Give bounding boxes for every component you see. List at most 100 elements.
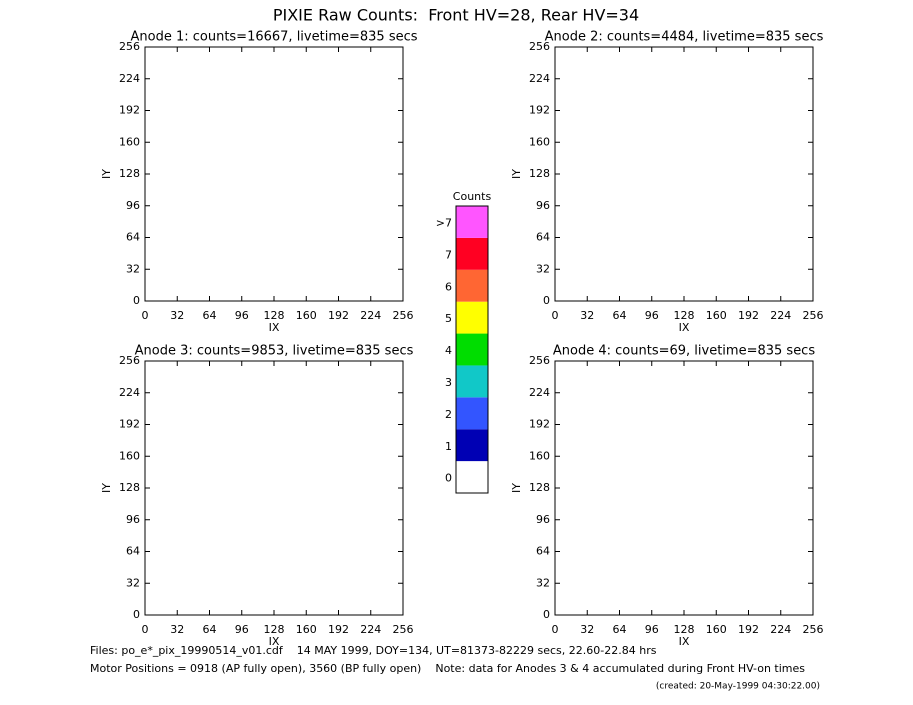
footer-motor: Motor Positions = 0918 (AP fully open), …	[90, 662, 805, 675]
x-tick-label: 160	[296, 623, 317, 636]
y-tick-label: 64	[536, 545, 550, 558]
x-tick-label: 224	[360, 309, 381, 322]
colorbar-label: 0	[445, 472, 452, 485]
y-tick-label: 160	[119, 135, 140, 148]
y-tick-label: 128	[119, 481, 140, 494]
x-axis-label: IX	[269, 635, 280, 648]
x-tick-label: 64	[203, 309, 217, 322]
panel-title: Anode 2: counts=4484, livetime=835 secs	[545, 30, 824, 45]
y-tick-label: 32	[536, 262, 550, 275]
x-tick-label: 0	[142, 623, 149, 636]
y-tick-label: 128	[119, 167, 140, 180]
colorbar-label: 6	[445, 280, 452, 293]
y-tick-label: 256	[119, 40, 140, 53]
colorbar-label: 4	[445, 344, 452, 357]
y-tick-label: 0	[543, 294, 550, 307]
colorbar-cell	[456, 333, 488, 366]
y-tick-label: 32	[126, 262, 140, 275]
panel-title: Anode 4: counts=69, livetime=835 secs	[553, 344, 815, 359]
y-tick-label: 160	[529, 135, 550, 148]
colorbar-frame	[455, 205, 489, 494]
y-tick-label: 32	[536, 576, 550, 589]
y-axis-label: IY	[100, 483, 113, 493]
y-tick-label: 192	[119, 418, 140, 431]
footer-files: Files: po_e*_pix_19990514_v01.cdf 14 MAY…	[90, 644, 657, 657]
y-tick-label: 128	[529, 167, 550, 180]
y-tick-label: 256	[119, 354, 140, 367]
y-tick-label: 96	[126, 199, 140, 212]
colorbar-cell	[456, 269, 488, 302]
x-tick-label: 96	[645, 623, 659, 636]
colorbar-cell	[456, 365, 488, 398]
x-tick-label: 32	[580, 309, 594, 322]
x-tick-label: 160	[706, 309, 727, 322]
y-tick-label: 192	[119, 104, 140, 117]
y-tick-label: 224	[529, 72, 550, 85]
y-tick-label: 96	[536, 513, 550, 526]
y-tick-label: 0	[133, 608, 140, 621]
y-tick-label: 0	[543, 608, 550, 621]
y-tick-label: 64	[126, 231, 140, 244]
y-tick-label: 256	[529, 354, 550, 367]
colorbar-label: 3	[445, 376, 452, 389]
x-tick-label: 0	[552, 623, 559, 636]
x-tick-label: 96	[645, 309, 659, 322]
x-axis-label: IX	[269, 321, 280, 334]
y-axis-label: IY	[510, 483, 523, 493]
colorbar-cell	[456, 461, 488, 493]
colorbar-cell	[456, 397, 488, 430]
colorbar-label: 7	[445, 248, 452, 261]
y-tick-label: 256	[529, 40, 550, 53]
y-tick-label: 224	[119, 386, 140, 399]
x-tick-label: 256	[803, 309, 824, 322]
colorbar-label: 2	[445, 408, 452, 421]
y-tick-label: 0	[133, 294, 140, 307]
y-axis-label: IY	[100, 169, 113, 179]
x-tick-label: 128	[264, 623, 285, 636]
y-tick-label: 224	[529, 386, 550, 399]
x-tick-label: 192	[328, 309, 349, 322]
x-tick-label: 256	[803, 623, 824, 636]
x-tick-label: 256	[393, 309, 414, 322]
y-tick-label: 96	[126, 513, 140, 526]
y-tick-label: 64	[126, 545, 140, 558]
x-tick-label: 96	[235, 623, 249, 636]
panel-title: Anode 3: counts=9853, livetime=835 secs	[135, 344, 414, 359]
x-tick-label: 128	[674, 309, 695, 322]
x-tick-label: 32	[580, 623, 594, 636]
x-tick-label: 32	[170, 309, 184, 322]
x-tick-label: 224	[770, 309, 791, 322]
x-tick-label: 64	[613, 309, 627, 322]
x-tick-label: 32	[170, 623, 184, 636]
x-axis-label: IX	[679, 635, 690, 648]
colorbar-cell	[456, 206, 488, 238]
x-axis-label: IX	[679, 321, 690, 334]
y-tick-label: 192	[529, 104, 550, 117]
colorbar-cell	[456, 237, 488, 270]
x-tick-label: 192	[738, 623, 759, 636]
x-tick-label: 160	[706, 623, 727, 636]
colorbar-label: 5	[445, 312, 452, 325]
y-tick-label: 192	[529, 418, 550, 431]
colorbar-cell	[456, 429, 488, 462]
x-tick-label: 192	[328, 623, 349, 636]
y-axis-label: IY	[510, 169, 523, 179]
x-tick-label: 64	[613, 623, 627, 636]
figure-title: PIXIE Raw Counts: Front HV=28, Rear HV=3…	[273, 6, 639, 25]
x-tick-label: 224	[770, 623, 791, 636]
colorbar-label: >7	[436, 217, 452, 230]
x-tick-label: 160	[296, 309, 317, 322]
x-tick-label: 64	[203, 623, 217, 636]
x-tick-label: 224	[360, 623, 381, 636]
x-tick-label: 0	[552, 309, 559, 322]
x-tick-label: 128	[674, 623, 695, 636]
y-tick-label: 128	[529, 481, 550, 494]
y-tick-label: 32	[126, 576, 140, 589]
colorbar-label: 1	[445, 440, 452, 453]
colorbar-title: Counts	[453, 190, 492, 203]
x-tick-label: 96	[235, 309, 249, 322]
footer-created: (created: 20-May-1999 04:30:22.00)	[656, 682, 820, 692]
y-tick-label: 224	[119, 72, 140, 85]
y-tick-label: 64	[536, 231, 550, 244]
